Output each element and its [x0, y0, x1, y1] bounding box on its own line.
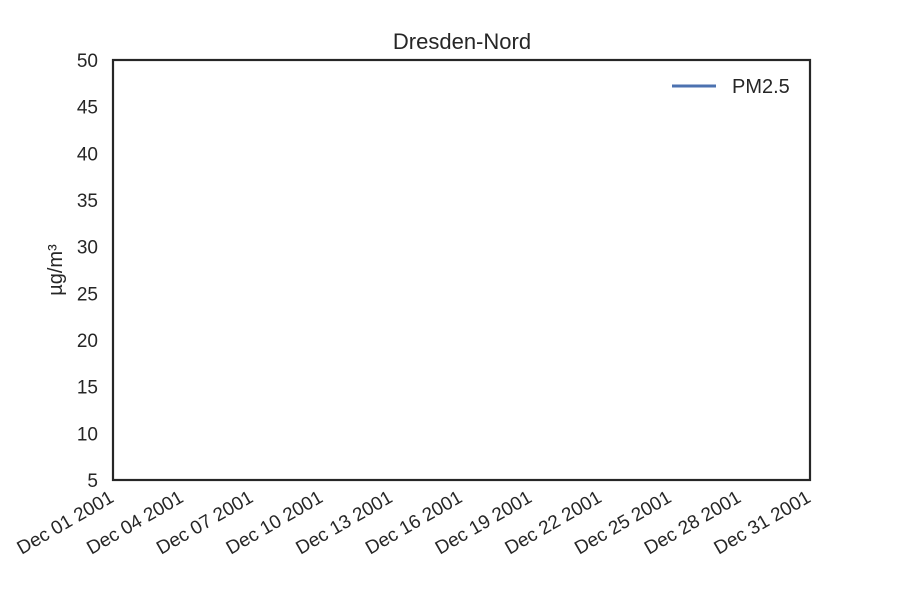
y-tick-label: 20 — [77, 331, 98, 352]
y-tick-label: 40 — [77, 144, 98, 165]
plot-frame — [111, 58, 812, 482]
y-tick-label: 25 — [77, 284, 98, 305]
y-tick-label: 10 — [77, 424, 98, 445]
y-tick-label: 15 — [77, 378, 98, 399]
y-tick-label: 45 — [77, 98, 98, 119]
y-tick-label: 30 — [77, 238, 98, 259]
chart-title: Dresden-Nord — [393, 29, 531, 54]
y-tick-label: 50 — [77, 51, 98, 72]
legend-label-pm25: PM2.5 — [732, 76, 790, 98]
y-tick-label: 5 — [87, 471, 98, 492]
y-axis: 5 10 15 20 25 30 35 40 45 50 — [77, 51, 98, 492]
legend: PM2.5 — [672, 76, 790, 98]
y-tick-label: 35 — [77, 191, 98, 212]
y-axis-label: µg/m³ — [45, 244, 67, 296]
